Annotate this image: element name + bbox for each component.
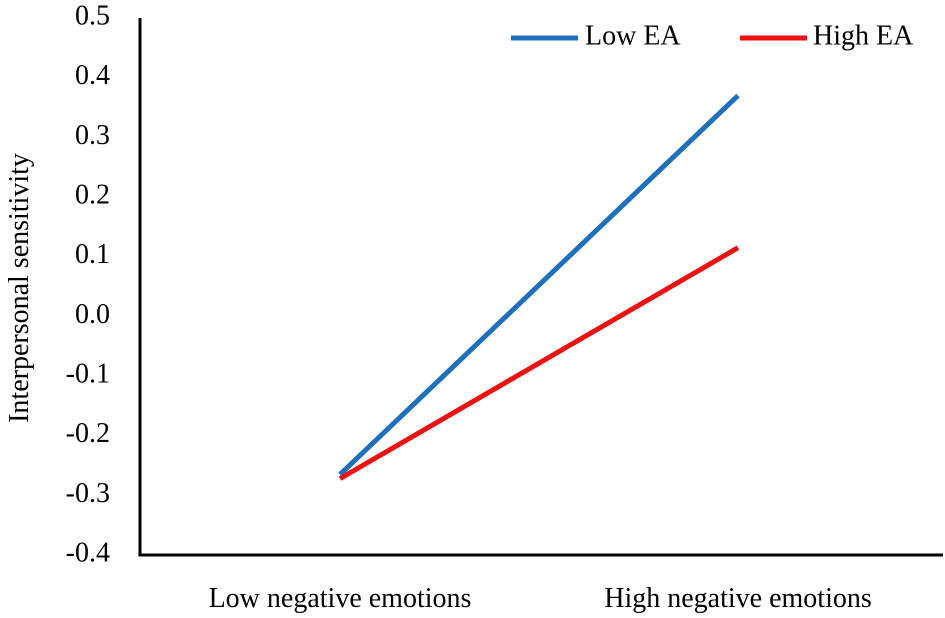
y-tick-label: 0.5: [75, 0, 110, 31]
y-axis-title: Interpersonal sensitivity: [4, 153, 35, 423]
y-tick-label: -0.2: [66, 418, 110, 449]
y-tick-label: 0.1: [75, 239, 110, 270]
y-tick-label: 0.3: [75, 120, 110, 151]
series-line-low-ea: [338, 93, 740, 477]
y-tick-label: -0.1: [66, 358, 110, 389]
x-category-label: High negative emotions: [604, 583, 872, 614]
y-tick-label: 0.4: [75, 60, 110, 91]
y-tick-label: 0.0: [75, 299, 110, 330]
legend-label-low-ea: Low EA: [585, 20, 681, 51]
y-tick-label: -0.3: [66, 478, 110, 509]
legend-label-high-ea: High EA: [813, 20, 914, 51]
legend: Low EA High EA: [511, 20, 914, 51]
y-tick-labels: 0.5 0.4 0.3 0.2 0.1 0.0 -0.1 -0.2 -0.3 -…: [66, 0, 110, 568]
y-tick-label: -0.4: [66, 537, 110, 568]
series-line-high-ea: [338, 245, 740, 481]
y-tick-label: 0.2: [75, 179, 110, 210]
x-category-label: Low negative emotions: [209, 583, 472, 614]
